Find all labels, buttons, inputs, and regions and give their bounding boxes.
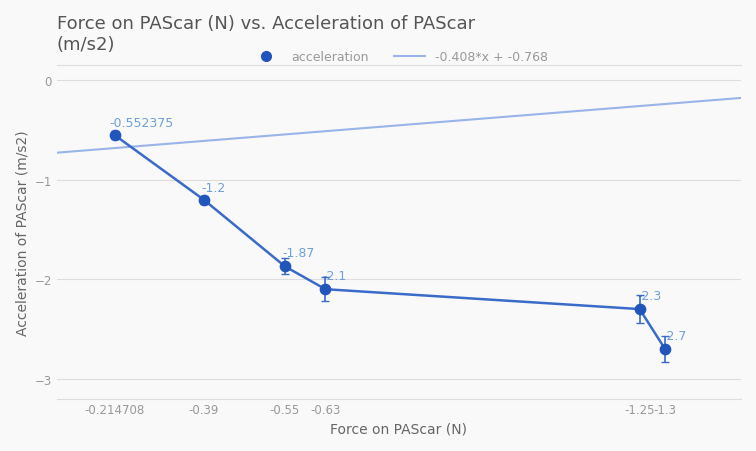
Point bbox=[319, 286, 331, 293]
Text: -1.87: -1.87 bbox=[282, 247, 314, 260]
Y-axis label: Acceleration of PAScar (m/s2): Acceleration of PAScar (m/s2) bbox=[15, 130, 29, 335]
Point bbox=[659, 345, 671, 353]
Text: Force on PAScar (N) vs. Acceleration of PAScar
(m/s2): Force on PAScar (N) vs. Acceleration of … bbox=[57, 15, 475, 54]
Text: -0.552375: -0.552375 bbox=[110, 117, 174, 130]
Text: -1.2: -1.2 bbox=[201, 181, 225, 194]
Text: -2.7: -2.7 bbox=[662, 329, 686, 342]
Legend: acceleration, -0.408*x + -0.768: acceleration, -0.408*x + -0.768 bbox=[245, 46, 553, 69]
Point bbox=[634, 306, 646, 313]
Text: -2.3: -2.3 bbox=[637, 290, 662, 303]
Point bbox=[279, 263, 291, 270]
X-axis label: Force on PAScar (N): Force on PAScar (N) bbox=[330, 422, 467, 436]
Text: -2.1: -2.1 bbox=[323, 270, 347, 283]
Point bbox=[109, 133, 121, 140]
Point bbox=[198, 197, 210, 204]
